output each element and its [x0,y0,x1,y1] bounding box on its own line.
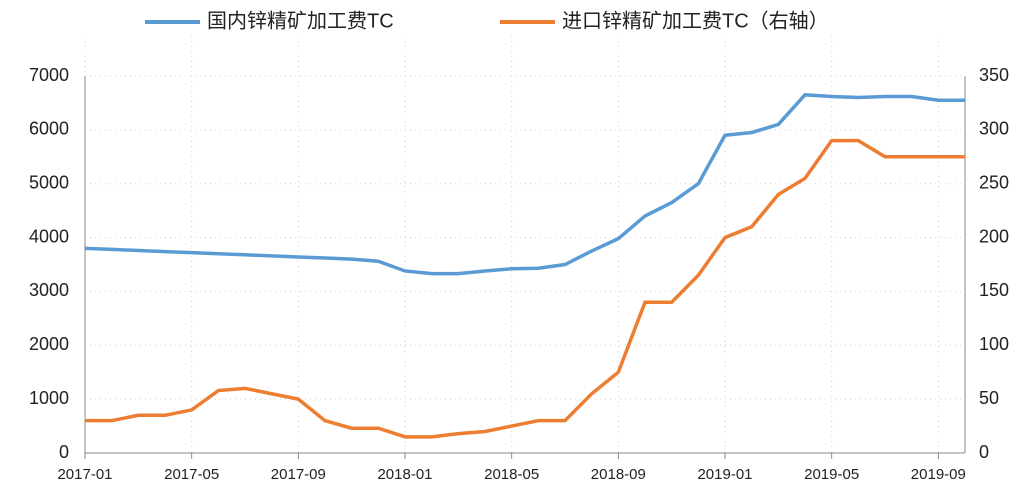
x-tick-label: 2019-01 [697,466,752,483]
y2-tick-label: 200 [979,226,1009,246]
y-tick-label: 3000 [29,280,69,300]
x-tick-label: 2019-05 [804,466,859,483]
x-tick-label: 2018-09 [591,466,646,483]
legend-label: 国内锌精矿加工费TC [207,9,394,32]
y2-tick-label: 150 [979,280,1009,300]
y-tick-label: 5000 [29,172,69,192]
y-tick-label: 1000 [29,388,69,408]
y2-tick-label: 100 [979,334,1009,354]
x-tick-label: 2018-05 [484,466,539,483]
y-tick-label: 6000 [29,119,69,139]
y2-tick-label: 0 [979,442,989,462]
y-tick-label: 4000 [29,226,69,246]
legend-label: 进口锌精矿加工费TC（右轴） [562,9,829,32]
y2-tick-label: 250 [979,172,1009,192]
line-series [84,93,965,276]
x-tick-label: 2017-01 [57,466,112,483]
y2-tick-label: 300 [979,119,1009,139]
y-tick-label: 0 [59,442,69,462]
x-tick-label: 2017-05 [164,466,219,483]
x-tick-label: 2018-01 [377,466,432,483]
x-tick-label: 2019-09 [911,466,966,483]
y2-tick-label: 50 [979,388,999,408]
x-tick-label: 2017-09 [271,466,326,483]
y-tick-label: 7000 [29,65,69,85]
y-tick-label: 2000 [29,334,69,354]
line-series [85,138,965,439]
y2-tick-label: 350 [979,65,1009,85]
